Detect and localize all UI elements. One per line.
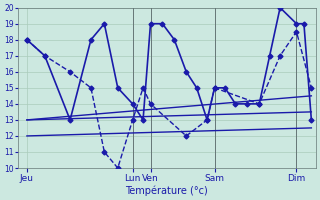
X-axis label: Température (°c): Température (°c)	[125, 185, 208, 196]
